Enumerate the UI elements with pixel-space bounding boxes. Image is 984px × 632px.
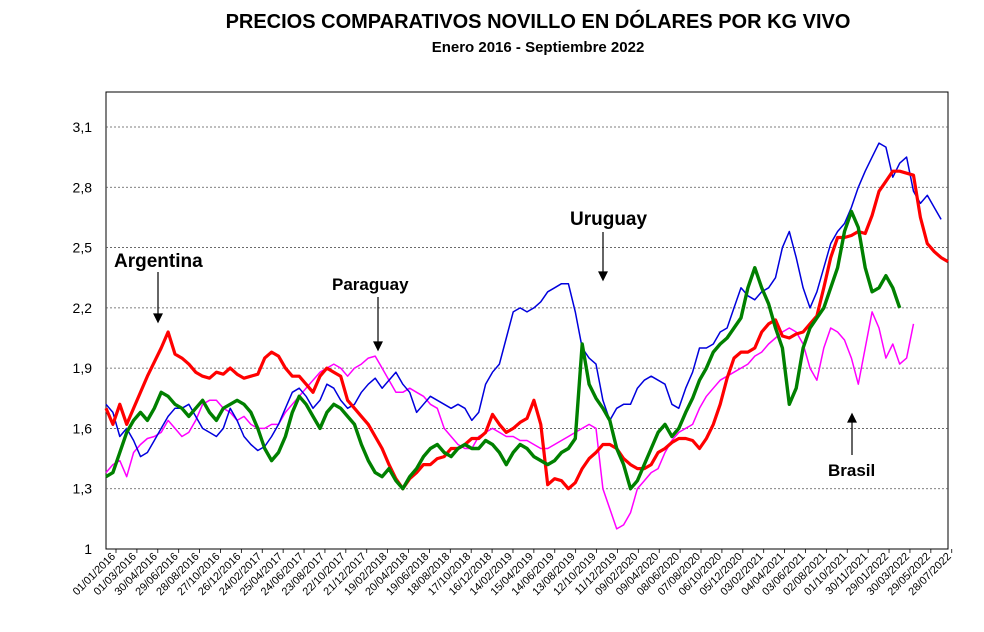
- y-axis-ticks: 1 1,3 1,6 1,9 2,2 2,5 2,8 3,1: [73, 119, 93, 557]
- y-tick-label: 2,2: [73, 300, 93, 316]
- y-tick-label: 2,8: [73, 179, 93, 195]
- annotation-paraguay-label: Paraguay: [332, 275, 409, 294]
- annotation-brasil-label: Brasil: [828, 461, 875, 480]
- chart-subtitle: Enero 2016 - Septiembre 2022: [432, 39, 645, 56]
- series-line-uruguay: [105, 142, 942, 458]
- y-tick-label: 1,6: [73, 420, 93, 436]
- annotation-argentina-label: Argentina: [114, 251, 203, 272]
- series-line-brasil: [105, 209, 902, 491]
- y-tick-label: 3,1: [73, 119, 93, 135]
- arrow-brasil-head: [847, 412, 857, 423]
- series-lines: [104, 142, 949, 530]
- annotation-arrows: [153, 232, 857, 455]
- y-tick-label: 1,9: [73, 360, 93, 376]
- y-tick-label: 1: [84, 541, 92, 557]
- arrow-uruguay-head: [598, 271, 608, 282]
- y-tick-label: 2,5: [73, 240, 93, 256]
- grid-lines: [106, 126, 948, 490]
- annotation-uruguay-label: Uruguay: [570, 209, 648, 230]
- plot-area: [105, 91, 949, 550]
- y-tick-label: 1,3: [73, 481, 93, 497]
- chart-title: PRECIOS COMPARATIVOS NOVILLO EN DÓLARES …: [226, 9, 851, 33]
- series-line-argentina: [104, 169, 949, 491]
- arrow-argentina-head: [153, 313, 163, 324]
- arrow-paraguay-head: [373, 341, 383, 352]
- x-axis-ticks: 01/01/201601/03/201630/04/201629/06/2016…: [71, 549, 954, 598]
